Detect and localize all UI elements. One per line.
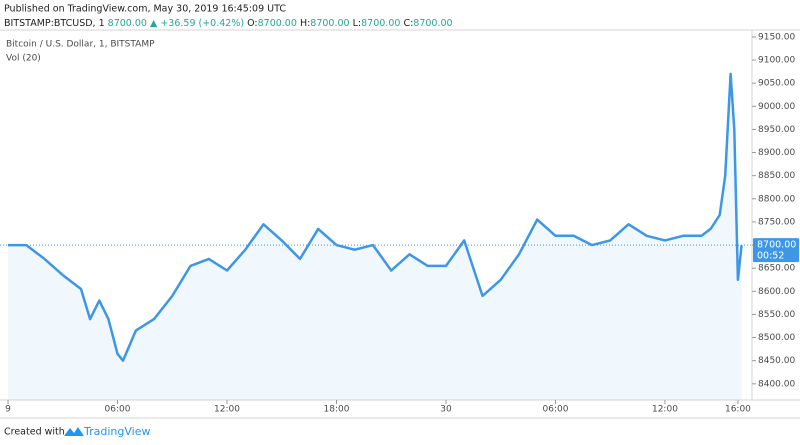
y-tick-label: 8900.00 bbox=[758, 148, 795, 158]
chart-subtitle: Vol (20) bbox=[6, 54, 41, 64]
last: 8700.00 bbox=[108, 18, 147, 29]
area-fill bbox=[8, 73, 742, 401]
x-tick-label: 30 bbox=[440, 405, 452, 415]
footer-created: Created with bbox=[4, 427, 65, 438]
published: Published on TradingView.com, May 30, 20… bbox=[4, 4, 286, 15]
y-tick-label: 8800.00 bbox=[758, 194, 795, 204]
o-label: O: bbox=[247, 18, 258, 29]
open: 8700.00 bbox=[258, 18, 297, 29]
x-tick-label: 12:00 bbox=[652, 405, 678, 415]
change: +36.59 (+0.42%) bbox=[160, 18, 244, 29]
y-tick-label: 9000.00 bbox=[758, 102, 795, 112]
c-label: C: bbox=[403, 18, 413, 29]
y-tick-label: 8600.00 bbox=[758, 287, 795, 297]
x-tick-label: 18:00 bbox=[324, 405, 350, 415]
y-tick-label: 8650.00 bbox=[758, 264, 795, 274]
high: 8700.00 bbox=[310, 18, 349, 29]
chart-title: Bitcoin / U.S. Dollar, 1, BITSTAMP bbox=[6, 40, 155, 50]
logo bbox=[64, 427, 84, 436]
y-tick-label: 9050.00 bbox=[758, 79, 795, 89]
x-tick-label: 9 bbox=[5, 405, 11, 415]
x-tick-label: 12:00 bbox=[214, 405, 240, 415]
countdown: 00:52 bbox=[757, 251, 784, 262]
y-tick-label: 8450.00 bbox=[758, 356, 795, 366]
header-line: BITSTAMP:BTCUSD, 1 8700.00 ▲ +36.59 (+0.… bbox=[4, 18, 453, 29]
x-tick-label: 06:00 bbox=[543, 405, 569, 415]
y-tick-label: 8550.00 bbox=[758, 310, 795, 320]
arrow: ▲ bbox=[150, 18, 158, 29]
x-tick-label: 16:00 bbox=[725, 405, 751, 415]
x-tick-label: 06:00 bbox=[105, 405, 131, 415]
price-box bbox=[753, 238, 799, 263]
footer-brand: TradingView bbox=[83, 425, 150, 438]
symbol: BITSTAMP:BTCUSD, 1 bbox=[4, 18, 105, 29]
h-label: H: bbox=[300, 18, 310, 29]
l-label: L: bbox=[353, 18, 362, 29]
y-tick-label: 8500.00 bbox=[758, 333, 795, 343]
y-tick-label: 8750.00 bbox=[758, 217, 795, 227]
y-tick-label: 8850.00 bbox=[758, 171, 795, 181]
low: 8700.00 bbox=[361, 18, 400, 29]
y-tick-label: 9150.00 bbox=[758, 32, 795, 42]
price-line bbox=[8, 72, 743, 362]
close: 8700.00 bbox=[413, 18, 452, 29]
y-tick-label: 9100.00 bbox=[758, 56, 795, 66]
y-tick-label: 8400.00 bbox=[758, 379, 795, 389]
y-tick-label: 8950.00 bbox=[758, 125, 795, 135]
price-label: 8700.00 bbox=[757, 240, 796, 251]
